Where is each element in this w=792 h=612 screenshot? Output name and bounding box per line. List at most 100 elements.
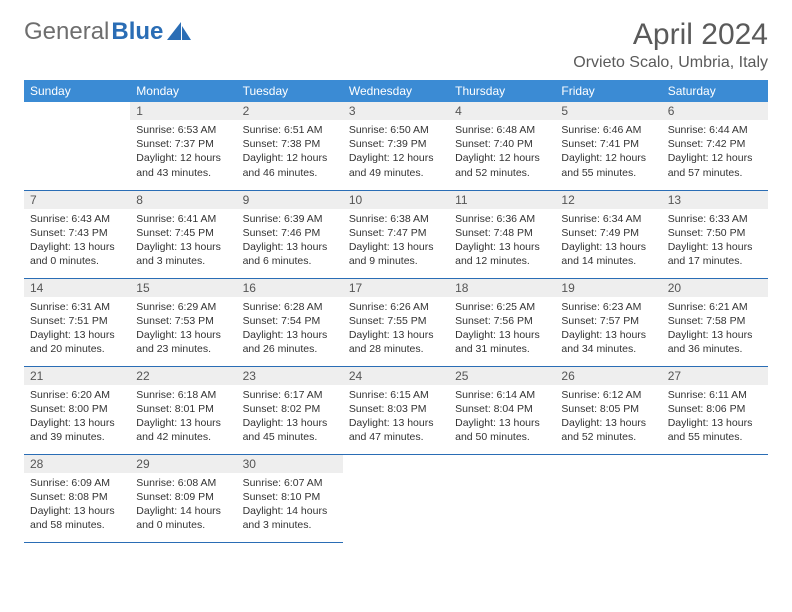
day-number: 20 [662,279,768,297]
day-details: Sunrise: 6:38 AMSunset: 7:47 PMDaylight:… [343,209,449,275]
empty-cell [24,102,130,190]
day-details: Sunrise: 6:31 AMSunset: 7:51 PMDaylight:… [24,297,130,363]
day-details: Sunrise: 6:07 AMSunset: 8:10 PMDaylight:… [237,473,343,539]
day-number: 24 [343,367,449,385]
day-details: Sunrise: 6:48 AMSunset: 7:40 PMDaylight:… [449,120,555,186]
day-number: 3 [343,102,449,120]
day-details: Sunrise: 6:39 AMSunset: 7:46 PMDaylight:… [237,209,343,275]
day-details: Sunrise: 6:33 AMSunset: 7:50 PMDaylight:… [662,209,768,275]
day-number: 21 [24,367,130,385]
day-details: Sunrise: 6:11 AMSunset: 8:06 PMDaylight:… [662,385,768,451]
day-cell: 7Sunrise: 6:43 AMSunset: 7:43 PMDaylight… [24,190,130,278]
day-number: 9 [237,191,343,209]
day-cell: 26Sunrise: 6:12 AMSunset: 8:05 PMDayligh… [555,366,661,454]
day-details: Sunrise: 6:50 AMSunset: 7:39 PMDaylight:… [343,120,449,186]
location: Orvieto Scalo, Umbria, Italy [573,54,768,72]
logo-sail-icon [167,22,193,42]
day-number: 12 [555,191,661,209]
day-number: 19 [555,279,661,297]
day-details: Sunrise: 6:29 AMSunset: 7:53 PMDaylight:… [130,297,236,363]
day-number: 13 [662,191,768,209]
day-number: 25 [449,367,555,385]
weekday-header: Friday [555,80,661,102]
day-details: Sunrise: 6:41 AMSunset: 7:45 PMDaylight:… [130,209,236,275]
weekday-header: Tuesday [237,80,343,102]
day-number: 8 [130,191,236,209]
day-number: 11 [449,191,555,209]
day-details: Sunrise: 6:46 AMSunset: 7:41 PMDaylight:… [555,120,661,186]
empty-cell [343,454,449,542]
day-number: 6 [662,102,768,120]
day-details: Sunrise: 6:14 AMSunset: 8:04 PMDaylight:… [449,385,555,451]
day-cell: 5Sunrise: 6:46 AMSunset: 7:41 PMDaylight… [555,102,661,190]
day-cell: 16Sunrise: 6:28 AMSunset: 7:54 PMDayligh… [237,278,343,366]
day-cell: 29Sunrise: 6:08 AMSunset: 8:09 PMDayligh… [130,454,236,542]
day-details: Sunrise: 6:23 AMSunset: 7:57 PMDaylight:… [555,297,661,363]
day-cell: 4Sunrise: 6:48 AMSunset: 7:40 PMDaylight… [449,102,555,190]
day-number: 2 [237,102,343,120]
month-title: April 2024 [573,18,768,52]
day-cell: 10Sunrise: 6:38 AMSunset: 7:47 PMDayligh… [343,190,449,278]
title-block: April 2024 Orvieto Scalo, Umbria, Italy [573,18,768,72]
weekday-header: Saturday [662,80,768,102]
day-cell: 30Sunrise: 6:07 AMSunset: 8:10 PMDayligh… [237,454,343,542]
day-number: 27 [662,367,768,385]
day-cell: 28Sunrise: 6:09 AMSunset: 8:08 PMDayligh… [24,454,130,542]
day-number: 26 [555,367,661,385]
day-number: 7 [24,191,130,209]
day-details: Sunrise: 6:44 AMSunset: 7:42 PMDaylight:… [662,120,768,186]
day-cell: 1Sunrise: 6:53 AMSunset: 7:37 PMDaylight… [130,102,236,190]
day-details: Sunrise: 6:12 AMSunset: 8:05 PMDaylight:… [555,385,661,451]
day-details: Sunrise: 6:28 AMSunset: 7:54 PMDaylight:… [237,297,343,363]
day-number: 16 [237,279,343,297]
day-number: 23 [237,367,343,385]
day-cell: 19Sunrise: 6:23 AMSunset: 7:57 PMDayligh… [555,278,661,366]
empty-cell [555,454,661,542]
day-details: Sunrise: 6:43 AMSunset: 7:43 PMDaylight:… [24,209,130,275]
day-details: Sunrise: 6:34 AMSunset: 7:49 PMDaylight:… [555,209,661,275]
logo: GeneralBlue [24,18,193,46]
day-cell: 11Sunrise: 6:36 AMSunset: 7:48 PMDayligh… [449,190,555,278]
day-cell: 25Sunrise: 6:14 AMSunset: 8:04 PMDayligh… [449,366,555,454]
day-details: Sunrise: 6:51 AMSunset: 7:38 PMDaylight:… [237,120,343,186]
weekday-header: Monday [130,80,236,102]
day-details: Sunrise: 6:09 AMSunset: 8:08 PMDaylight:… [24,473,130,539]
day-number: 22 [130,367,236,385]
day-cell: 3Sunrise: 6:50 AMSunset: 7:39 PMDaylight… [343,102,449,190]
calendar-table: SundayMondayTuesdayWednesdayThursdayFrid… [24,80,768,543]
day-cell: 6Sunrise: 6:44 AMSunset: 7:42 PMDaylight… [662,102,768,190]
header: GeneralBlue April 2024 Orvieto Scalo, Um… [24,18,768,72]
day-cell: 22Sunrise: 6:18 AMSunset: 8:01 PMDayligh… [130,366,236,454]
weekday-header: Sunday [24,80,130,102]
day-number: 15 [130,279,236,297]
day-number: 4 [449,102,555,120]
day-number: 10 [343,191,449,209]
day-cell: 9Sunrise: 6:39 AMSunset: 7:46 PMDaylight… [237,190,343,278]
day-cell: 23Sunrise: 6:17 AMSunset: 8:02 PMDayligh… [237,366,343,454]
day-number: 29 [130,455,236,473]
day-cell: 18Sunrise: 6:25 AMSunset: 7:56 PMDayligh… [449,278,555,366]
empty-cell [662,454,768,542]
day-number: 14 [24,279,130,297]
day-details: Sunrise: 6:36 AMSunset: 7:48 PMDaylight:… [449,209,555,275]
day-number: 18 [449,279,555,297]
day-cell: 24Sunrise: 6:15 AMSunset: 8:03 PMDayligh… [343,366,449,454]
day-details: Sunrise: 6:21 AMSunset: 7:58 PMDaylight:… [662,297,768,363]
day-cell: 27Sunrise: 6:11 AMSunset: 8:06 PMDayligh… [662,366,768,454]
logo-blue: Blue [111,18,163,46]
day-cell: 21Sunrise: 6:20 AMSunset: 8:00 PMDayligh… [24,366,130,454]
day-number: 28 [24,455,130,473]
empty-cell [449,454,555,542]
day-details: Sunrise: 6:53 AMSunset: 7:37 PMDaylight:… [130,120,236,186]
calendar-body: 1Sunrise: 6:53 AMSunset: 7:37 PMDaylight… [24,102,768,542]
day-cell: 20Sunrise: 6:21 AMSunset: 7:58 PMDayligh… [662,278,768,366]
day-cell: 17Sunrise: 6:26 AMSunset: 7:55 PMDayligh… [343,278,449,366]
weekday-header: Wednesday [343,80,449,102]
day-number: 17 [343,279,449,297]
day-details: Sunrise: 6:18 AMSunset: 8:01 PMDaylight:… [130,385,236,451]
day-number: 1 [130,102,236,120]
day-cell: 2Sunrise: 6:51 AMSunset: 7:38 PMDaylight… [237,102,343,190]
weekday-header: Thursday [449,80,555,102]
day-cell: 12Sunrise: 6:34 AMSunset: 7:49 PMDayligh… [555,190,661,278]
day-details: Sunrise: 6:17 AMSunset: 8:02 PMDaylight:… [237,385,343,451]
